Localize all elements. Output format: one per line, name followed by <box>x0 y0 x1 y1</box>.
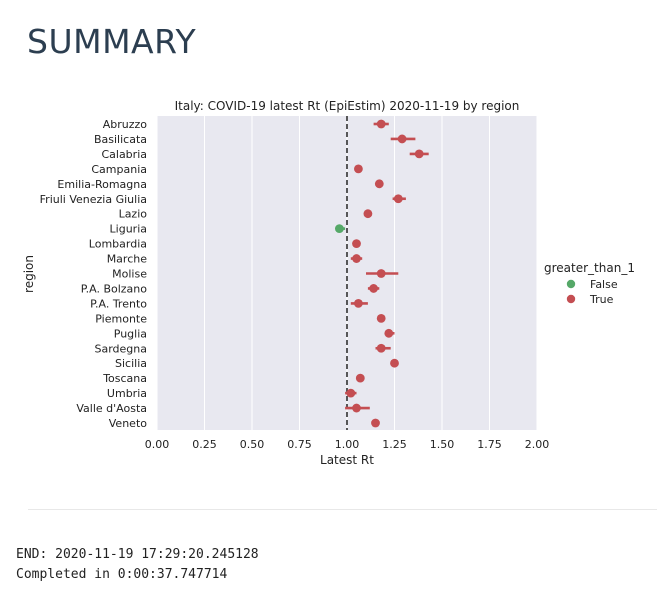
y-tick-label: Lombardia <box>89 238 147 251</box>
rt-point <box>354 164 363 174</box>
section-divider <box>28 509 657 510</box>
page-heading: SUMMARY <box>27 22 197 61</box>
y-tick-label: Marche <box>107 253 148 266</box>
rt-point <box>376 269 386 278</box>
rt-point <box>376 119 386 129</box>
y-tick-label: Emilia-Romagna <box>57 178 147 191</box>
x-tick-label: 2.00 <box>525 438 550 451</box>
x-tick-label: 1.50 <box>430 438 455 451</box>
legend: greater_than_1 False True <box>544 261 635 306</box>
rt-point <box>369 284 378 293</box>
y-tick-label: Basilicata <box>94 133 147 146</box>
rt-point <box>376 313 386 323</box>
y-tick-label: Campania <box>91 163 147 176</box>
x-tick-labels: 0.00 0.25 0.50 0.75 1.00 1.25 1.50 1.75 2.00 <box>145 438 550 451</box>
x-tick-label: 1.00 <box>335 438 360 451</box>
rt-point <box>352 239 361 249</box>
end-timestamp-line: END: 2020-11-19 17:29:20.245128 <box>16 547 259 562</box>
y-tick-label: Sicilia <box>115 357 147 370</box>
rt-point <box>374 179 384 189</box>
y-axis-label: region <box>22 255 36 293</box>
data-points <box>335 119 429 428</box>
y-tick-label: Veneto <box>109 417 147 430</box>
x-tick-label: 0.00 <box>145 438 170 451</box>
y-tick-label: Calabria <box>101 148 147 161</box>
y-tick-label: Sardegna <box>95 342 148 355</box>
rt-point <box>371 418 380 428</box>
legend-label-false: False <box>590 278 618 291</box>
completed-duration-line: Completed in 0:00:37.747714 <box>16 567 228 582</box>
y-tick-label: Liguria <box>110 223 147 236</box>
y-tick-label: Piemonte <box>95 312 147 325</box>
x-tick-label: 1.75 <box>477 438 502 451</box>
rt-point <box>414 149 424 159</box>
x-tick-label: 0.50 <box>240 438 265 451</box>
legend-marker-true <box>566 294 576 304</box>
rt-point <box>363 209 373 219</box>
x-tick-label: 0.25 <box>192 438 217 451</box>
y-tick-label: Valle d'Aosta <box>76 402 147 415</box>
y-tick-label: Friuli Venezia Giulia <box>40 193 147 206</box>
chart-title: Italy: COVID-19 latest Rt (EpiEstim) 202… <box>175 99 520 113</box>
y-tick-label: Lazio <box>119 208 148 221</box>
y-tick-label: Abruzzo <box>103 118 148 131</box>
y-tick-label: Puglia <box>114 327 147 340</box>
rt-point <box>346 388 356 398</box>
y-tick-label: Molise <box>112 268 147 281</box>
rt-point <box>355 373 365 383</box>
rt-point <box>376 343 386 353</box>
rt-chart: Abruzzo Basilicata Calabria Campania Emilia-… <box>22 99 635 467</box>
x-tick-label: 0.75 <box>287 438 312 451</box>
rt-point <box>384 328 394 338</box>
rt-point <box>335 224 344 234</box>
x-axis-label: Latest Rt <box>320 453 374 467</box>
rt-point <box>390 358 399 368</box>
rt-point <box>352 254 361 263</box>
y-tick-label: Toscana <box>102 372 147 385</box>
rt-point <box>354 299 363 308</box>
y-tick-label: P.A. Bolzano <box>81 282 148 295</box>
rt-point <box>393 194 403 204</box>
legend-marker-false <box>566 279 576 289</box>
y-tick-label: P.A. Trento <box>90 297 147 310</box>
legend-title: greater_than_1 <box>544 261 635 275</box>
rt-point <box>352 403 361 413</box>
rt-point <box>397 134 407 144</box>
y-tick-label: Umbria <box>107 387 147 400</box>
y-tick-labels: Abruzzo Basilicata Calabria Campania Emilia-… <box>40 118 148 430</box>
x-tick-label: 1.25 <box>382 438 407 451</box>
legend-label-true: True <box>589 293 614 306</box>
